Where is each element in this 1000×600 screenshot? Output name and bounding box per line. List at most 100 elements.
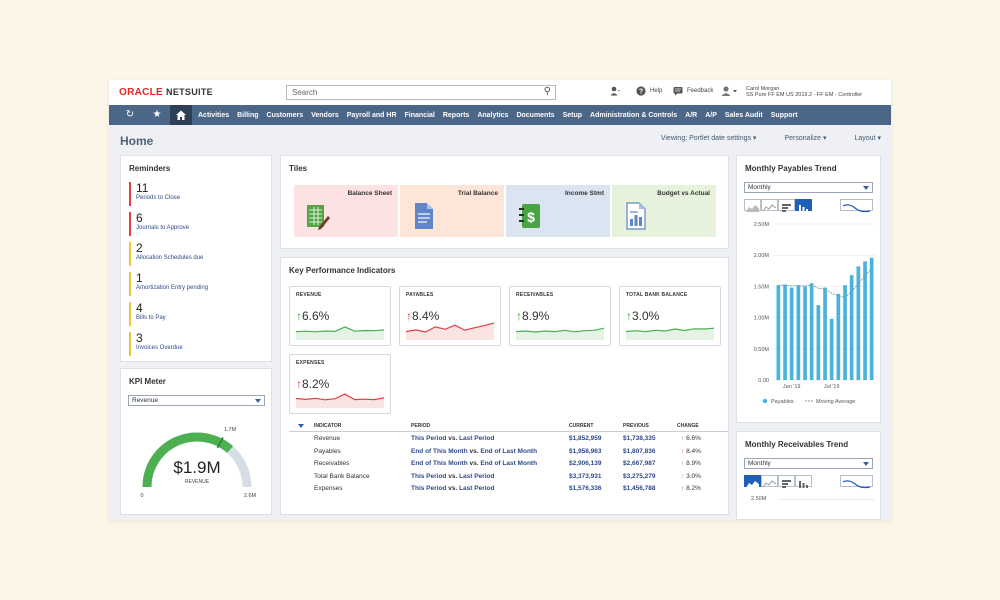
- payables-bar[interactable]: [856, 266, 861, 380]
- user-menu[interactable]: Carol Morgan SS Pure FF EM US 2019.2 - F…: [746, 86, 862, 98]
- global-search-input[interactable]: Search ⚲: [286, 85, 556, 100]
- payables-bar[interactable]: [816, 305, 821, 380]
- layout-dropdown[interactable]: Layout ▾: [854, 135, 882, 142]
- period-a-link[interactable]: End of This Month: [411, 460, 468, 467]
- legend-moving-average-label[interactable]: Moving Average: [816, 399, 855, 405]
- period-a-link[interactable]: This Period: [411, 435, 447, 442]
- receivables-period-select[interactable]: Monthly: [744, 458, 873, 469]
- payables-bar[interactable]: [836, 293, 841, 380]
- payables-bar[interactable]: [823, 287, 827, 380]
- feedback-link[interactable]: Feedback: [687, 88, 714, 94]
- reminder-label[interactable]: Invoices Overdue: [136, 345, 183, 351]
- hbar-chart-toggle[interactable]: [778, 199, 795, 212]
- tile-income-stmt[interactable]: Income Stmt $: [506, 185, 610, 237]
- payables-bar[interactable]: [829, 318, 834, 380]
- reminder-label[interactable]: Bills to Pay: [136, 315, 166, 321]
- period-b-link[interactable]: End of Last Month: [480, 460, 538, 467]
- previous-cell[interactable]: $2,667,987: [623, 460, 656, 467]
- nav-financial[interactable]: Financial: [404, 111, 435, 119]
- payables-period-select[interactable]: Monthly: [744, 182, 873, 193]
- nav-documents[interactable]: Documents: [516, 111, 555, 119]
- previous-cell[interactable]: $1,456,788: [623, 485, 656, 492]
- period-b-link[interactable]: Last Period: [459, 485, 495, 492]
- payables-bar[interactable]: [796, 285, 801, 380]
- reminder-periods-to-close[interactable]: 11 Periods to Close: [129, 182, 180, 206]
- nav-billing[interactable]: Billing: [237, 111, 259, 119]
- tile-balance-sheet[interactable]: Balance Sheet: [294, 185, 398, 237]
- search-icon[interactable]: ⚲: [543, 86, 551, 97]
- current-cell[interactable]: $2,906,139: [569, 460, 602, 467]
- area-chart-toggle[interactable]: [744, 475, 761, 488]
- reminder-label[interactable]: Amortization Entry pending: [136, 285, 209, 291]
- period-b-link[interactable]: Last Period: [459, 435, 495, 442]
- nav-reports[interactable]: Reports: [442, 111, 470, 119]
- portlet-date-settings-dropdown[interactable]: Viewing: Portlet date settings ▾: [660, 135, 757, 142]
- nav-vendors[interactable]: Vendors: [311, 111, 339, 119]
- feedback-icon[interactable]: [673, 86, 683, 96]
- collapse-triangle-icon[interactable]: [298, 424, 304, 429]
- nav-sales-audit[interactable]: Sales Audit: [724, 111, 763, 119]
- current-cell[interactable]: $1,576,336: [569, 485, 602, 492]
- tile-budget-vs-actual[interactable]: Budget vs Actual: [612, 185, 716, 237]
- period-a-link[interactable]: End of This Month: [411, 447, 468, 455]
- period-a-link[interactable]: This Period: [411, 472, 447, 480]
- tile-trial-balance[interactable]: Trial Balance: [400, 185, 504, 237]
- help-link[interactable]: Help: [650, 88, 663, 94]
- column-chart-toggle[interactable]: [795, 475, 812, 488]
- payables-bar[interactable]: [843, 285, 847, 380]
- line-chart-toggle[interactable]: [761, 475, 778, 488]
- period-a-link[interactable]: This Period: [411, 485, 447, 492]
- reminder-label[interactable]: Journals to Approve: [136, 225, 190, 231]
- current-cell[interactable]: $1,958,963: [569, 447, 602, 455]
- payables-bar[interactable]: [849, 275, 854, 380]
- reminder-bills-to-pay[interactable]: 4 Bills to Pay: [129, 302, 166, 326]
- nav-analytics[interactable]: Analytics: [477, 111, 509, 119]
- kpi-card-receivables[interactable]: RECEIVABLES ↑8.9%: [509, 286, 611, 346]
- kpi-card-revenue[interactable]: REVENUE ↑6.6%: [289, 286, 391, 346]
- previous-cell[interactable]: $1,738,335: [623, 435, 656, 442]
- legend-payables-label[interactable]: Payables: [771, 399, 794, 405]
- nav-ap[interactable]: A/P: [705, 111, 717, 119]
- area-chart-toggle[interactable]: [744, 199, 761, 212]
- moving-average-toggle[interactable]: [840, 475, 873, 489]
- payables-bar[interactable]: [783, 284, 787, 381]
- reminder-journals-to-approve[interactable]: 6 Journals to Approve: [129, 212, 189, 236]
- personalize-dropdown[interactable]: Personalize ▾: [784, 135, 827, 142]
- nav-support[interactable]: Support: [770, 111, 798, 119]
- line-chart-toggle[interactable]: [761, 199, 778, 212]
- user-avatar-icon[interactable]: [721, 86, 739, 96]
- nav-ar[interactable]: A/R: [685, 111, 698, 119]
- reminder-label[interactable]: Allocation Schedules due: [136, 255, 204, 261]
- favorites-star-icon[interactable]: ★: [152, 109, 162, 120]
- column-chart-toggle[interactable]: [795, 199, 812, 212]
- home-icon[interactable]: [170, 105, 192, 125]
- nav-activities[interactable]: Activities: [198, 111, 230, 119]
- recent-icon[interactable]: ↻: [125, 109, 135, 120]
- reminder-amortization-entry[interactable]: 1 Amortization Entry pending: [129, 272, 208, 296]
- hbar-chart-toggle[interactable]: [778, 475, 795, 488]
- current-cell[interactable]: $1,852,959: [569, 435, 602, 442]
- payables-bar[interactable]: [789, 287, 794, 380]
- period-b-link[interactable]: Last Period: [459, 472, 495, 480]
- payables-bar[interactable]: [803, 286, 807, 380]
- kpi-card-total-bank-balance[interactable]: TOTAL BANK BALANCE ↑3.0%: [619, 286, 721, 346]
- payables-bar[interactable]: [809, 283, 814, 380]
- nav-payroll-hr[interactable]: Payroll and HR: [346, 111, 397, 119]
- help-icon[interactable]: ?: [636, 86, 646, 96]
- reminder-invoices-overdue[interactable]: 3 Invoices Overdue: [129, 332, 183, 356]
- period-b-link[interactable]: End of Last Month: [480, 447, 538, 455]
- kpi-card-expenses[interactable]: EXPENSES ↑8.2%: [289, 354, 391, 414]
- current-cell[interactable]: $3,373,931: [569, 472, 602, 480]
- kpi-meter-select[interactable]: Revenue: [128, 395, 265, 406]
- payables-bar[interactable]: [869, 257, 874, 380]
- netsuite-logo[interactable]: ORACLE NETSUITE: [119, 87, 213, 98]
- kpi-card-payables[interactable]: PAYABLES ↑8.4%: [399, 286, 501, 346]
- payables-bar[interactable]: [776, 285, 781, 380]
- nav-administration-controls[interactable]: Administration & Controls: [590, 111, 678, 119]
- moving-average-toggle[interactable]: [840, 199, 873, 213]
- previous-cell[interactable]: $1,807,836: [623, 447, 656, 455]
- reminder-allocation-schedules[interactable]: 2 Allocation Schedules due: [129, 242, 203, 266]
- nav-setup[interactable]: Setup: [562, 111, 583, 119]
- nav-customers[interactable]: Customers: [266, 111, 304, 119]
- previous-cell[interactable]: $3,275,279: [623, 472, 656, 480]
